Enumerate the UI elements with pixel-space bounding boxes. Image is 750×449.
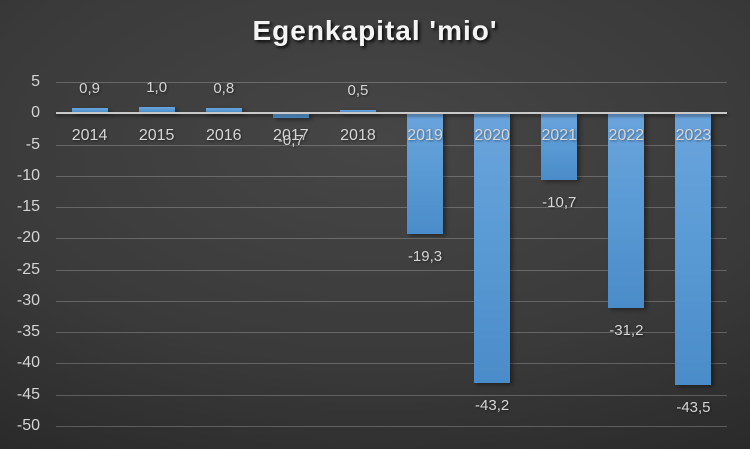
category-label-2021: 2021	[541, 127, 578, 145]
plot-area: 2014 0,9 2015 1,0 2016 0,8 2017 -0,7 2018 0,5 2019…	[56, 79, 727, 427]
category-label-2015: 2015	[138, 127, 175, 145]
gridline	[56, 207, 727, 209]
data-label-2020: -43,2	[475, 397, 510, 415]
category-label-2016: 2016	[205, 127, 242, 145]
bar-2015	[138, 107, 175, 114]
data-label-2023: -43,5	[676, 399, 711, 417]
bar-2023	[675, 113, 712, 386]
gridline	[56, 363, 727, 365]
y-tick-label: -40	[16, 354, 40, 372]
data-label-2014: 0,9	[79, 79, 100, 97]
category-label-2023: 2023	[675, 127, 712, 145]
bar-2019	[407, 113, 444, 234]
chart-title: Egenkapital 'mio'	[252, 15, 498, 46]
y-tick-label: -45	[16, 385, 40, 403]
data-label-2016: 0,8	[213, 80, 235, 98]
y-tick-label: 5	[31, 73, 40, 90]
gridline	[56, 175, 727, 177]
bar-2017	[272, 113, 309, 118]
data-label-2021: -10,7	[542, 194, 577, 212]
y-tick-label: -25	[16, 260, 40, 278]
gridline	[56, 144, 727, 146]
gridline	[56, 300, 727, 302]
category-label-2019: 2019	[407, 127, 443, 145]
bar-2018	[339, 110, 376, 114]
y-tick-label: -5	[25, 135, 40, 153]
gridline	[56, 82, 727, 83]
category-label-2018: 2018	[340, 127, 376, 145]
data-label-2017: -0,7	[277, 131, 304, 149]
bar-2022	[608, 113, 645, 309]
gridline	[56, 269, 727, 271]
gridline	[56, 332, 727, 334]
y-tick-label: -30	[16, 291, 40, 309]
y-tick-label: 0	[31, 104, 40, 122]
y-tick-label: -20	[16, 229, 40, 247]
category-label-2020: 2020	[474, 127, 510, 145]
y-tick-label: -50	[16, 417, 40, 434]
y-tick-label: -15	[16, 198, 40, 216]
bar-2014	[71, 107, 108, 114]
bar-2021	[541, 113, 578, 181]
data-label-2019: -19,3	[407, 247, 443, 265]
bar-2016	[205, 108, 242, 114]
data-label-2018: 0,5	[347, 82, 369, 100]
gridline	[56, 394, 727, 396]
gridline	[56, 238, 727, 240]
bar-2020	[474, 113, 511, 384]
y-tick-label: -35	[16, 323, 40, 341]
category-label-2014: 2014	[71, 127, 108, 145]
data-label-2015: 1,0	[146, 79, 168, 97]
category-label-2017: 2017	[273, 127, 309, 145]
y-tick-label: -10	[16, 166, 40, 184]
data-label-2022: -31,2	[609, 322, 644, 340]
gridline	[56, 426, 727, 427]
category-label-2022: 2022	[608, 127, 645, 145]
zero-axis-line	[56, 112, 727, 115]
